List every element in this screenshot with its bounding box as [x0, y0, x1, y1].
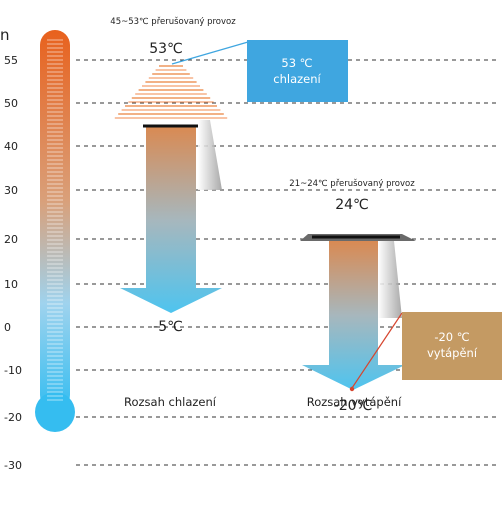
- heating-legend: Rozsah vytápění: [307, 395, 402, 409]
- tick-label: -20: [4, 411, 22, 424]
- thermometer: [35, 30, 75, 432]
- tick-label: 50: [4, 97, 18, 110]
- thermometer-bulb: [35, 392, 75, 432]
- cooling-range-note: 45~53℃ přerušovaný provoz: [110, 16, 236, 27]
- heating-leader-line: [351, 312, 403, 389]
- heating-shadow: [378, 241, 402, 318]
- tick-label: 20: [4, 233, 18, 246]
- tick-label: -30: [4, 459, 22, 472]
- heating-arrow: [302, 241, 405, 390]
- heating-leader-dot: [349, 386, 355, 392]
- cooling-legend: Rozsah chlazení: [124, 395, 217, 409]
- cooling-intermittent-stripes: [114, 65, 228, 119]
- cooling-min-label: -5℃: [153, 319, 183, 335]
- thermometer-ticks: [47, 39, 63, 401]
- cooling-box-line2: chlazení: [273, 72, 321, 86]
- heating-box: [402, 312, 502, 380]
- cooling-box: [247, 40, 348, 102]
- cooling-leader-line: [171, 41, 249, 65]
- tick-label: 40: [4, 140, 18, 153]
- cooling-range: 45~53℃ přerušovaný provoz 53℃ -5℃ 53 ℃ c…: [110, 16, 348, 409]
- tick-label: 0: [4, 321, 11, 334]
- heating-box-line1: -20 ℃: [434, 330, 469, 344]
- cooling-arrow: [120, 127, 222, 313]
- heating-range-note: 21~24℃ přerušovaný provoz: [289, 178, 415, 189]
- tick-label: 55: [4, 54, 18, 67]
- tick-label: 10: [4, 278, 18, 291]
- cooling-box-line1: 53 ℃: [281, 56, 312, 70]
- heating-box-line2: vytápění: [427, 346, 478, 360]
- cooling-shadow: [198, 120, 222, 190]
- heating-range: 21~24℃ přerušovaný provoz 24℃ -20℃ -20 ℃…: [289, 178, 502, 414]
- tick-label: -10: [4, 364, 22, 377]
- cooling-max-label: 53℃: [149, 41, 183, 57]
- heating-max-label: 24℃: [335, 197, 369, 213]
- scale-tick-labels: 55 50 40 30 20 10 0 -10 -20 -30: [4, 54, 22, 472]
- heating-min-label: -20℃: [334, 398, 373, 414]
- tick-label: 30: [4, 184, 18, 197]
- corner-mark: n: [0, 26, 10, 44]
